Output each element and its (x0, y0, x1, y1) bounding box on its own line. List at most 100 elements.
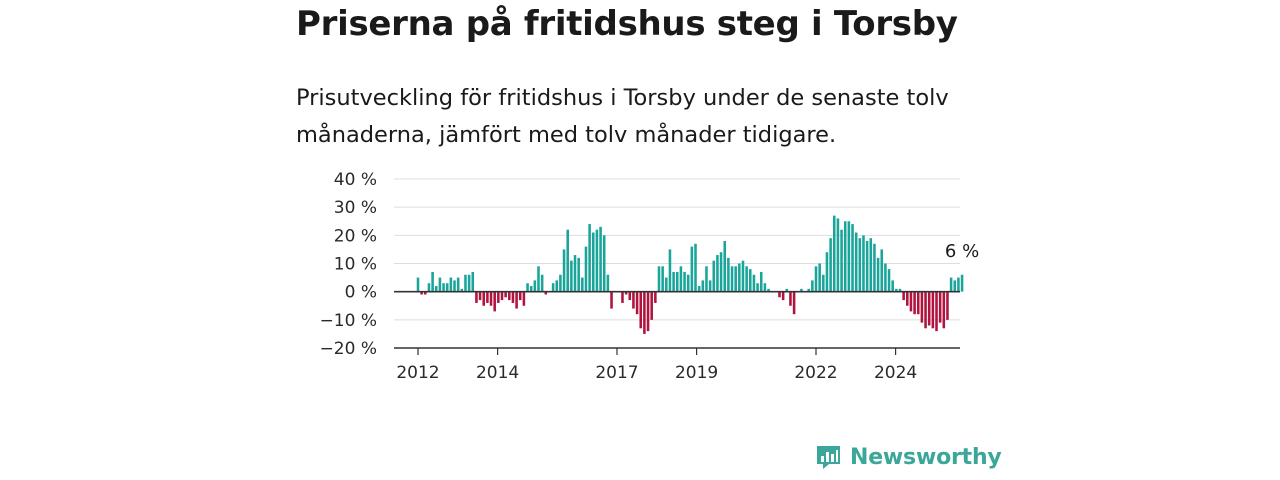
x-tick-label: 2024 (874, 363, 917, 383)
bar-positive (588, 224, 591, 292)
bar-negative (902, 291, 905, 301)
bar-negative (924, 291, 927, 329)
bar-positive (730, 266, 734, 292)
bar-positive (431, 271, 434, 292)
bar-positive (869, 238, 873, 292)
bar-positive (591, 232, 595, 292)
bar-positive (416, 277, 420, 292)
bar-positive (581, 277, 584, 292)
bar-negative (500, 291, 504, 301)
bar-positive (456, 277, 460, 292)
bar-positive (705, 266, 708, 292)
bar-negative (639, 291, 643, 329)
bar-positive (759, 271, 763, 292)
bar-positive (716, 255, 719, 292)
bar-positive (957, 277, 960, 292)
bar-negative (511, 291, 515, 303)
bar-positive (533, 280, 537, 292)
y-tick-label: 0 % (345, 283, 377, 303)
bar-negative (493, 291, 496, 312)
bar-positive (851, 224, 854, 292)
y-tick-label: 20 % (334, 226, 377, 246)
y-tick-label: 30 % (334, 198, 377, 218)
bar-positive (668, 249, 672, 292)
bar-positive (745, 266, 748, 292)
bar-positive (898, 288, 902, 292)
bar-positive (657, 266, 661, 292)
bar-positive (880, 249, 884, 292)
bar-positive (445, 283, 449, 292)
bar-positive (675, 271, 679, 292)
bar-negative (621, 291, 624, 303)
bar-positive (847, 221, 851, 292)
bar-negative (909, 291, 913, 312)
bar-positive (727, 257, 730, 292)
x-tick-label: 2022 (794, 363, 837, 383)
bar-positive (895, 288, 898, 292)
bar-positive (599, 226, 602, 292)
bar-positive (738, 263, 741, 292)
bar-positive (840, 229, 843, 292)
bar-positive (800, 288, 803, 292)
bar-positive (559, 274, 562, 292)
bar-positive (807, 288, 810, 292)
bar-negative (482, 291, 486, 306)
y-tick-label: 40 % (334, 170, 377, 190)
bar-negative (486, 291, 489, 303)
bar-positive (825, 252, 829, 292)
bar-positive (763, 283, 767, 292)
x-tick-label: 2012 (396, 363, 439, 383)
bar-positive (829, 238, 832, 292)
bar-positive (818, 263, 821, 292)
bar-negative (646, 291, 650, 332)
bar-positive (734, 266, 737, 292)
bar-positive (460, 288, 464, 292)
chart-subtitle: Prisutveckling för fritidshus i Torsby u… (296, 85, 949, 148)
bar-positive (741, 260, 745, 292)
x-tick-label: 2019 (675, 363, 718, 383)
bar-positive (690, 246, 694, 292)
bar-negative (424, 291, 427, 295)
bar-negative (489, 291, 493, 306)
bar-positive (566, 229, 569, 292)
bar-positive (814, 266, 818, 292)
latest-value-label: 6 % (945, 241, 979, 262)
bar-positive (584, 246, 588, 292)
bar-positive (573, 255, 577, 292)
bar-positive (427, 283, 431, 292)
bar-positive (865, 240, 869, 292)
bar-negative (789, 291, 792, 306)
bar-negative (654, 291, 657, 303)
bar-positive (785, 288, 789, 292)
bar-negative (628, 291, 632, 301)
bar-positive (464, 274, 467, 292)
bar-positive (438, 277, 442, 292)
chart-title: Priserna på fritidshus steg i Torsby (296, 4, 958, 44)
bar-positive (679, 266, 683, 292)
bar-positive (876, 257, 880, 292)
bar-negative (916, 291, 920, 315)
bar-positive (686, 274, 690, 292)
bar-negative (610, 291, 613, 309)
bar-positive (873, 243, 876, 292)
bar-negative (920, 291, 924, 323)
bar-positive (694, 243, 697, 292)
bar-positive (822, 274, 825, 292)
bar-positive (723, 240, 726, 292)
bar-negative (518, 291, 522, 301)
bar-positive (836, 218, 840, 292)
bar-negative (938, 291, 942, 323)
bar-positive (858, 238, 862, 292)
bar-positive (811, 280, 814, 292)
bar-positive (471, 271, 475, 292)
bar-positive (712, 260, 716, 292)
bar-negative (942, 291, 946, 329)
bar-positive (697, 286, 701, 292)
bar-negative (420, 291, 423, 295)
bar-positive (767, 288, 770, 292)
x-tick-label: 2017 (595, 363, 638, 383)
bar-negative (624, 291, 628, 295)
bar-positive (953, 280, 957, 292)
bar-positive (665, 277, 668, 292)
bar-negative (478, 291, 482, 301)
